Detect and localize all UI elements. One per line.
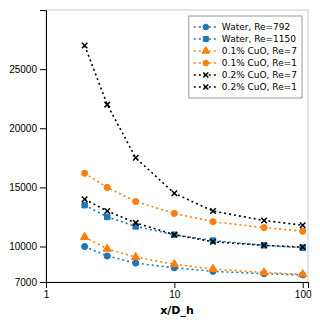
legend-item: Water, Re=792 — [194, 22, 290, 32]
tick: 7000 — [15, 277, 46, 288]
point — [104, 214, 109, 219]
series-line — [85, 173, 303, 231]
point — [210, 239, 215, 244]
legend-marker — [203, 37, 208, 42]
x-axis-title: x/D_h — [160, 304, 194, 317]
tick: 20000 — [9, 123, 46, 134]
plot: 1 10 100 7000 10000 15000 20000 25000 x/D_h Water… — [9, 10, 312, 317]
point — [170, 259, 178, 266]
axis-line — [40, 11, 47, 283]
tick-label: 100 — [295, 289, 312, 300]
legend-item: 0.1% CuO, Re=1 — [194, 58, 297, 68]
plot-frame — [46, 10, 308, 282]
legend-label: Water, Re=792 — [222, 22, 290, 32]
point — [103, 244, 111, 251]
series — [82, 170, 306, 234]
point — [299, 270, 307, 277]
point — [104, 253, 110, 259]
legend: Water, Re=792 Water, Re=1150 0.1% CuO, Re=… — [189, 16, 302, 98]
tick-mark — [40, 282, 46, 283]
legend-label: 0.2% CuO, Re=7 — [222, 70, 297, 80]
legend-label: 0.1% CuO, Re=7 — [222, 46, 297, 56]
point — [300, 228, 306, 234]
tick-mark — [40, 69, 46, 70]
point — [82, 43, 87, 48]
chart: 1 10 100 7000 10000 15000 20000 25000 x/D_h Water… — [0, 0, 320, 320]
legend-marker — [203, 24, 209, 30]
point — [133, 220, 138, 225]
point — [104, 208, 109, 213]
tick-mark — [40, 247, 46, 248]
point — [104, 102, 109, 107]
point — [260, 268, 268, 275]
point — [82, 170, 88, 176]
series-line — [85, 237, 303, 274]
point — [82, 196, 87, 201]
tick-label: 15000 — [9, 182, 37, 193]
point — [171, 210, 177, 216]
legend-label: 0.2% CuO, Re=1 — [222, 82, 297, 92]
tick-mark — [174, 282, 175, 288]
point — [133, 260, 139, 266]
tick-mark — [303, 282, 304, 288]
tick: 25000 — [9, 64, 46, 75]
point — [104, 184, 110, 190]
point — [132, 252, 140, 259]
point — [300, 244, 305, 249]
tick: 10 — [169, 282, 181, 300]
legend-marker — [203, 60, 209, 66]
tick-label: 25000 — [9, 64, 37, 75]
legend-item: Water, Re=1150 — [194, 34, 296, 44]
series — [82, 243, 306, 278]
legend-marker — [203, 73, 208, 78]
axis-line — [47, 283, 309, 289]
tick: 10000 — [9, 241, 46, 252]
tick-label: 20000 — [9, 123, 37, 134]
tick: 15000 — [9, 182, 46, 193]
tick-mark — [40, 128, 46, 129]
point — [133, 198, 139, 204]
point — [210, 208, 215, 213]
point — [210, 219, 216, 225]
point — [82, 243, 88, 249]
legend-item: 0.1% CuO, Re=7 — [194, 46, 297, 56]
series — [82, 196, 306, 249]
point — [209, 264, 217, 271]
legend-label: 0.1% CuO, Re=1 — [222, 58, 297, 68]
series-line — [85, 247, 303, 275]
point — [300, 245, 305, 250]
legend-box — [189, 16, 302, 98]
point — [133, 155, 138, 160]
point — [172, 232, 177, 237]
tick-label: 7000 — [15, 277, 38, 288]
tick-mark — [40, 187, 46, 188]
tick-label: 1 — [44, 289, 50, 300]
series — [82, 202, 306, 250]
tick-label: 10000 — [9, 241, 37, 252]
point — [82, 202, 87, 207]
point — [261, 243, 266, 248]
legend-marker — [203, 85, 208, 90]
y-axis: 7000 10000 15000 20000 25000 — [9, 11, 46, 288]
point — [261, 218, 266, 223]
point — [80, 232, 88, 239]
point — [172, 232, 177, 237]
point — [261, 225, 267, 231]
tick: 100 — [295, 282, 312, 300]
legend-item: 0.2% CuO, Re=7 — [194, 70, 297, 80]
legend-marker — [202, 47, 210, 54]
series-line — [85, 205, 303, 248]
legend-item: 0.2% CuO, Re=1 — [194, 82, 297, 92]
series-line — [85, 199, 303, 247]
tick-label: 10 — [169, 289, 181, 300]
point — [172, 191, 177, 196]
tick: 1 — [44, 282, 50, 300]
x-axis: 1 10 100 — [44, 282, 312, 300]
point — [300, 222, 305, 227]
legend-label: Water, Re=1150 — [222, 34, 296, 44]
